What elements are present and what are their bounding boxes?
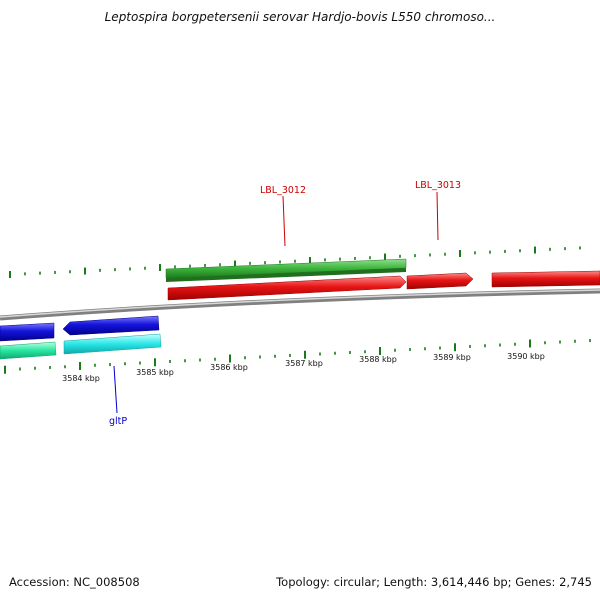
kbp-label: 3590 kbp [507, 352, 545, 361]
gene-label-lbl3012[interactable]: LBL_3012 [260, 185, 306, 196]
feature-red-2[interactable] [406, 272, 474, 290]
feature-blue-1[interactable] [0, 322, 55, 342]
leader-line-lbl3013 [436, 191, 439, 241]
map-title: Leptospira borgpetersenii serovar Hardjo… [104, 10, 496, 24]
gene-label-gltp[interactable]: gltP [109, 416, 127, 427]
genome-summary-text: Topology: circular; Length: 3,614,446 bp… [276, 575, 592, 589]
feature-red-3[interactable] [491, 270, 600, 288]
gene-label-lbl3013[interactable]: LBL_3013 [415, 180, 461, 191]
genome-backbone [0, 288, 600, 321]
kbp-label: 3584 kbp [62, 374, 100, 383]
kbp-label: 3589 kbp [433, 353, 471, 362]
kbp-label: 3588 kbp [359, 355, 397, 364]
feature-blue-2-gltP[interactable] [62, 315, 160, 336]
accession-text: Accession: NC_008508 [9, 575, 140, 589]
leader-line-gltp [113, 365, 118, 414]
lower-tick-track [4, 339, 591, 374]
leader-line-lbl3012 [282, 195, 286, 247]
genome-backbone-highlight [0, 289, 600, 318]
kbp-label: 3586 kbp [210, 363, 248, 372]
feature-cyan[interactable] [63, 333, 162, 355]
kbp-label: 3587 kbp [285, 359, 323, 368]
feature-red-1[interactable] [167, 275, 407, 301]
kbp-label: 3585 kbp [136, 368, 174, 377]
feature-teal[interactable] [0, 341, 57, 360]
feature-green-forward-lower[interactable] [166, 268, 406, 282]
